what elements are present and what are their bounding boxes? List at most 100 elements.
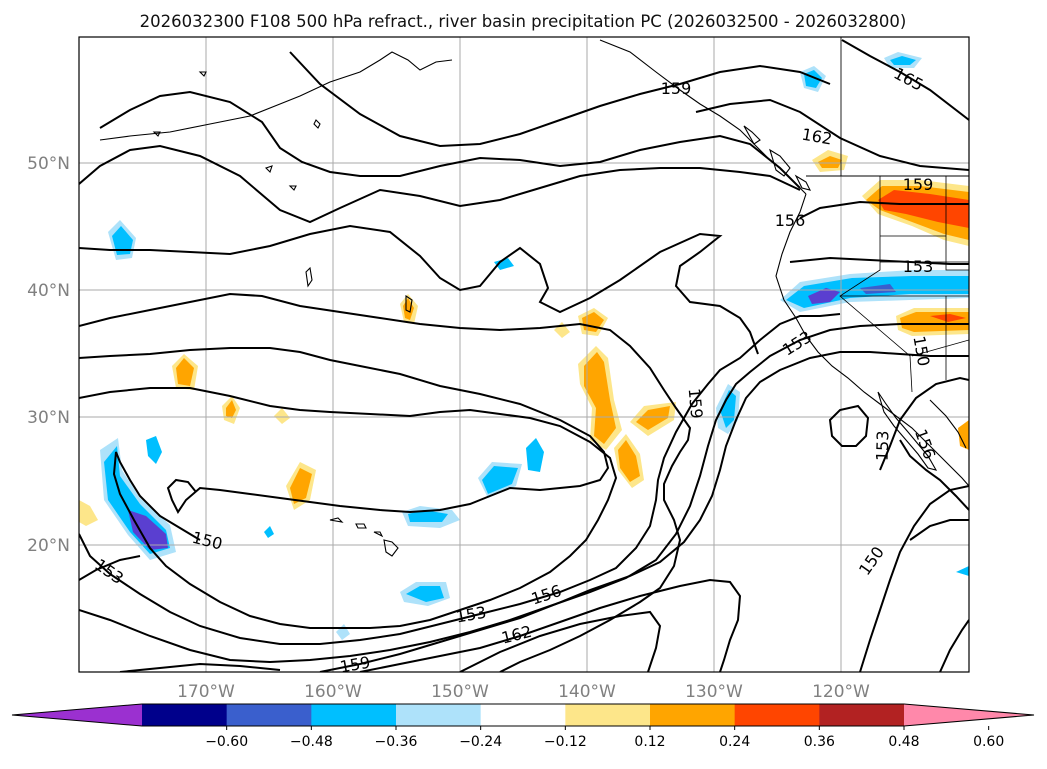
colorbar-segments xyxy=(11,703,1035,727)
contour-153-north xyxy=(79,144,801,224)
colorbar-tick-label: −0.36 xyxy=(375,734,418,750)
lon-label: 160°W xyxy=(304,682,362,702)
latitude-labels: 50°N 40°N 30°N 20°N xyxy=(27,154,70,556)
contour-153-south xyxy=(79,323,969,664)
lon-label: 130°W xyxy=(685,682,743,702)
gulf-california-east xyxy=(929,399,967,449)
contour-162 xyxy=(695,98,969,171)
hawaii-islands xyxy=(329,517,399,557)
colorbar-tick-label: −0.48 xyxy=(290,734,333,750)
contour-label: 153 xyxy=(903,257,934,276)
neg-area-oregon-california-core2 xyxy=(860,284,896,294)
colorbar-tick-label: 0.24 xyxy=(719,734,750,750)
contour-165 xyxy=(841,39,969,121)
colorbar: −0.60 −0.48 −0.36 −0.24 −0.12 0.12 0.24 0.36 0.4… xyxy=(11,703,1035,750)
pos-area-170w-34n-core xyxy=(176,358,194,386)
colorbar-segment xyxy=(650,704,736,726)
neg-area-small-150w-11n xyxy=(336,624,350,640)
negative-anomaly-areas xyxy=(100,52,969,640)
neg-area-115w-59n-core xyxy=(890,56,916,65)
neg-area-oregon-california-core xyxy=(808,288,840,304)
north-america-west-coast xyxy=(775,193,969,487)
lon-label: 150°W xyxy=(431,682,489,702)
contour-low-loop xyxy=(828,404,870,447)
colorbar-segment xyxy=(226,704,312,726)
contour-156-north xyxy=(99,90,801,189)
colorbar-outline xyxy=(11,703,1035,727)
contour-162-south xyxy=(459,610,662,672)
colorbar-extend-low xyxy=(12,704,142,726)
figure-title: 2026032300 F108 500 hPa refract., river … xyxy=(140,12,907,31)
pos-area-140w-30n-core xyxy=(584,352,616,444)
colorbar-tick-label: 0.36 xyxy=(804,734,835,750)
colorbar-segment xyxy=(311,704,397,726)
lon-label: 140°W xyxy=(558,682,616,702)
contour-150-south xyxy=(79,313,841,645)
neg-area-175w-45n-core xyxy=(112,226,133,255)
colorbar-tick-label: 0.12 xyxy=(634,734,665,750)
aleutian-coast xyxy=(99,51,453,141)
graticule xyxy=(79,37,969,672)
british-columbia-islands xyxy=(743,125,812,191)
colorbar-tick-label: −0.12 xyxy=(544,734,587,750)
lon-label: 120°W xyxy=(812,682,870,702)
pos-area-138w-25n-core xyxy=(618,440,640,482)
pos-area-161w-30n xyxy=(274,408,290,424)
contour-east-mid xyxy=(899,439,969,511)
neg-area-hawaii-west-core xyxy=(128,510,168,550)
contour-east-bottom xyxy=(909,519,969,672)
pos-area-167w-31n-core xyxy=(226,400,236,418)
pos-area-far-east-30n xyxy=(958,420,969,450)
colorbar-segment xyxy=(396,704,482,726)
contour-156-south xyxy=(119,351,969,672)
map-area: 165 162 159 156 153 150 159 153 156 162 … xyxy=(79,37,969,677)
colorbar-segment xyxy=(734,704,820,726)
contour-153-bottom-left xyxy=(79,555,141,581)
lon-label: 170°W xyxy=(177,682,235,702)
contour-147-inner xyxy=(79,347,610,514)
contour-159-north xyxy=(289,51,831,148)
neg-area-small-155w-42n xyxy=(494,258,514,270)
neg-area-128w-32n-core xyxy=(720,390,736,428)
neg-area-145w-25n-core xyxy=(482,466,518,494)
colorbar-tick-label: 0.48 xyxy=(888,734,919,750)
colorbar-tick-label: 0.60 xyxy=(973,734,1004,750)
lat-label: 30°N xyxy=(27,408,70,428)
contour-153-mid xyxy=(789,256,969,265)
colorbar-tick-label: −0.24 xyxy=(459,734,502,750)
height-contours xyxy=(79,39,969,672)
colorbar-tick-label: −0.60 xyxy=(205,734,248,750)
lat-label: 50°N xyxy=(27,154,70,174)
neg-area-144w-28n xyxy=(526,438,544,472)
contour-153-east xyxy=(879,376,969,471)
map-frame xyxy=(78,36,970,673)
colorbar-ticks: −0.60 −0.48 −0.36 −0.24 −0.12 0.12 0.24 0.36 0.4… xyxy=(205,726,1004,750)
neg-area-150w-16n-core xyxy=(406,586,444,602)
contour-label: 159 xyxy=(685,387,707,419)
contour-label: 159 xyxy=(661,79,692,98)
contour-labels: 165 162 159 156 153 150 159 153 156 162 … xyxy=(91,64,939,677)
pos-area-124w-50n-core xyxy=(818,156,842,168)
contour-label: 153 xyxy=(872,430,892,461)
contour-label: 159 xyxy=(338,653,371,677)
contour-label: 156 xyxy=(775,211,806,230)
lat-label: 20°N xyxy=(27,536,70,556)
pos-area-central-west-mid xyxy=(900,312,969,332)
contour-label: 159 xyxy=(903,175,934,194)
colorbar-segment xyxy=(480,704,566,726)
colorbar-segment xyxy=(142,704,228,726)
neg-area-small-far-east xyxy=(956,566,969,576)
longitude-labels: 170°W 160°W 150°W 140°W 130°W 120°W xyxy=(177,682,870,702)
pos-area-180-22n xyxy=(79,500,98,526)
contour-150-east xyxy=(859,485,969,672)
contour-144-loop xyxy=(79,387,618,629)
contour-156-mid xyxy=(799,200,969,219)
small-islands xyxy=(152,71,413,313)
contour-150-mid xyxy=(79,224,759,355)
pos-area-central-west-core xyxy=(930,314,966,322)
neg-area-150w-22n-core xyxy=(408,510,448,522)
pos-area-162w-25n-core xyxy=(290,468,312,504)
neg-area-165w-30n xyxy=(146,436,162,464)
baja-california xyxy=(877,391,938,471)
